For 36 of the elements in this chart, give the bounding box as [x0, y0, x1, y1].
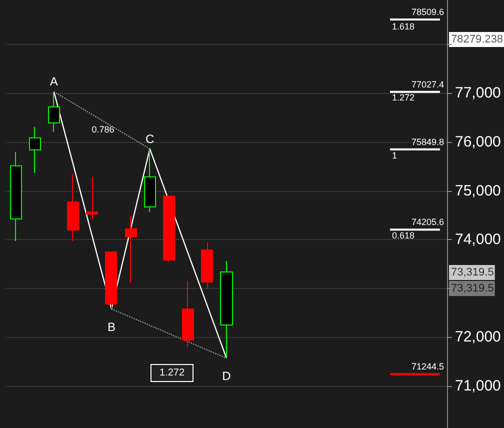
annotation: 1: [392, 150, 398, 160]
ref-line-label: 77027.4: [411, 79, 444, 90]
candlestick: [144, 148, 156, 212]
y-tick-label: 75,000: [455, 182, 501, 200]
text: 73,319.5: [451, 282, 494, 294]
annotation: D: [222, 369, 232, 384]
ref-line-label: 71244.5: [411, 362, 444, 372]
candlestick: [86, 176, 98, 220]
candlestick: [163, 195, 175, 262]
annotation: 1.618: [392, 22, 415, 32]
ref-line-label: 75849.8: [411, 136, 444, 147]
annotation: 1.272: [159, 368, 185, 378]
candlestick: [48, 91, 60, 132]
y-tick-label: 77,000: [455, 84, 501, 102]
candlestick: [125, 215, 137, 284]
y-tick-label: 74,000: [455, 231, 501, 248]
annotation: B: [107, 320, 116, 334]
candlestick: [220, 260, 233, 359]
candlestick: [10, 151, 22, 242]
annotation: 0.618: [392, 230, 415, 240]
y-tick-label: 71,000: [455, 378, 501, 395]
ref-line-label: 78509.6: [411, 7, 444, 18]
candlestick: [201, 241, 213, 290]
y-tick-label: 72,000: [455, 328, 501, 346]
candlestick: [29, 126, 41, 174]
y-tick-label: 76,000: [455, 134, 501, 151]
annotation: 0.786: [92, 124, 114, 134]
text: 78279.238: [451, 34, 503, 46]
annotation: C: [145, 132, 154, 146]
candlestick: [105, 251, 117, 310]
annotation: A: [50, 74, 58, 89]
text: 73,319.5: [451, 266, 494, 278]
annotation: 1.272: [392, 92, 415, 102]
ref-line-label: 74205.6: [411, 217, 444, 228]
candlestick: [67, 173, 79, 242]
candlestick: [182, 280, 194, 348]
